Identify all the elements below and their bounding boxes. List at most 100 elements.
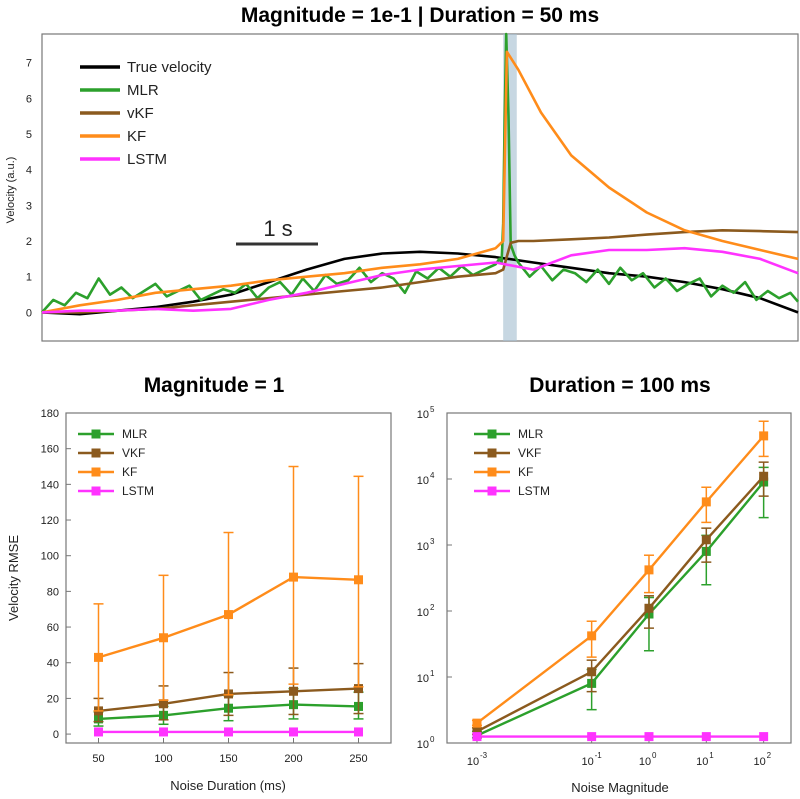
legend-label-vkf: VKF	[518, 446, 541, 460]
x-tick-label: 10	[467, 756, 479, 768]
data-marker-vkf	[759, 471, 769, 481]
y-tick-label-7: 7	[26, 58, 32, 70]
y-tick-label-3: 3	[26, 200, 32, 212]
data-marker-kf	[644, 565, 654, 575]
x-tick-label-200: 200	[284, 753, 302, 765]
top-series-lines	[41, 32, 799, 316]
y-tick-label: 10	[417, 739, 429, 751]
y-tick-label: 10	[417, 541, 429, 553]
y-tick-label: 10	[417, 673, 429, 685]
x-tick-label: 10	[582, 756, 594, 768]
legend-marker-vkf	[487, 448, 497, 458]
data-marker-lstm	[94, 727, 103, 737]
y-tick-label: 10	[417, 409, 429, 421]
x-tick-exponent: 0	[652, 751, 657, 760]
y-tick-label-180: 180	[41, 408, 59, 420]
y-tick-label-20: 20	[47, 693, 59, 705]
legend-label-vkf: VKF	[122, 446, 145, 460]
bottom-right-chart-title: Duration = 100 ms	[529, 374, 710, 397]
bottom-left-legend: MLR VKF KF LSTM	[78, 427, 154, 498]
legend-label-vkf: vKF	[127, 105, 154, 122]
top-plot-frame	[41, 33, 799, 342]
bottom-right-series	[471, 420, 769, 742]
x-tick-label: 10	[639, 756, 651, 768]
y-tick-label-0: 0	[26, 307, 32, 319]
data-marker-kf	[701, 497, 711, 507]
y-tick-label-5: 5	[26, 129, 32, 141]
bottom-right-legend: MLR VKF KF LSTM	[474, 427, 550, 498]
y-tick-label-100: 100	[41, 551, 59, 563]
y-tick-label: 10	[417, 475, 429, 487]
x-tick-label-50: 50	[92, 753, 104, 765]
legend-marker-kf	[487, 467, 497, 477]
data-marker-vkf	[701, 535, 711, 545]
legend-marker-mlr	[91, 429, 101, 439]
data-marker-kf	[472, 718, 482, 728]
y-tick-exponent: 0	[430, 735, 435, 744]
data-marker-lstm	[159, 727, 168, 737]
y-tick-label-1: 1	[26, 272, 32, 284]
x-tick-label: 10	[696, 756, 708, 768]
series-line-vkf	[42, 229, 799, 314]
top-y-axis-label: Velocity (a.u.)	[5, 157, 17, 224]
data-marker-kf	[224, 610, 233, 620]
series-line-lstm	[41, 246, 799, 314]
data-marker-lstm	[644, 732, 654, 742]
legend-marker-vkf	[91, 448, 101, 458]
legend-label-kf: KF	[127, 128, 146, 145]
y-tick-label-60: 60	[47, 622, 59, 634]
y-tick-exponent: 4	[430, 471, 435, 480]
data-marker-lstm	[224, 727, 233, 737]
data-marker-lstm	[701, 732, 711, 742]
data-marker-lstm	[472, 732, 482, 742]
legend-label-lstm: LSTM	[122, 484, 154, 498]
legend-label-lstm: LSTM	[127, 151, 167, 168]
legend-label-kf: KF	[122, 465, 137, 479]
data-marker-lstm	[759, 732, 769, 742]
legend-label-true-velocity: True velocity	[127, 59, 212, 76]
data-marker-kf	[587, 631, 597, 641]
legend-label-kf: KF	[518, 465, 533, 479]
legend-marker-lstm	[91, 486, 101, 496]
data-marker-kf	[354, 575, 363, 585]
y-tick-exponent: 3	[430, 537, 435, 546]
data-marker-kf	[159, 633, 168, 643]
legend-label-lstm: LSTM	[518, 484, 550, 498]
y-tick-exponent: 1	[430, 669, 435, 678]
y-tick-label-4: 4	[26, 165, 32, 177]
data-marker-vkf	[587, 667, 597, 677]
data-marker-vkf	[354, 684, 363, 694]
legend-marker-lstm	[487, 486, 497, 496]
data-marker-vkf	[472, 726, 482, 736]
y-tick-label-160: 160	[41, 444, 59, 456]
top-chart-title: Magnitude = 1e-1 | Duration = 50 ms	[241, 4, 599, 27]
series-line-kf	[41, 50, 799, 314]
y-tick-label-80: 80	[47, 586, 59, 598]
y-tick-label: 10	[417, 607, 429, 619]
bottom-left-y-axis-label: Velocity RMSE	[6, 535, 21, 621]
y-tick-label-2: 2	[26, 236, 32, 248]
series-line-mlr	[476, 481, 765, 737]
legend-marker-kf	[91, 467, 101, 477]
data-marker-kf	[94, 652, 103, 662]
data-marker-lstm	[289, 727, 298, 737]
data-marker-lstm	[587, 732, 597, 742]
data-marker-vkf	[644, 603, 654, 613]
x-tick-exponent: -3	[480, 751, 488, 760]
x-tick-exponent: -1	[595, 751, 603, 760]
y-tick-label-6: 6	[26, 93, 32, 105]
legend-marker-mlr	[487, 429, 497, 439]
data-marker-vkf	[159, 699, 168, 709]
y-tick-label-120: 120	[41, 515, 59, 527]
bottom-left-series	[93, 465, 364, 737]
legend-label-mlr: MLR	[127, 82, 159, 99]
series-line-true-velocity	[41, 250, 799, 316]
x-tick-exponent: 2	[767, 751, 772, 760]
y-tick-label-0: 0	[53, 729, 59, 741]
y-tick-label-40: 40	[47, 658, 59, 670]
x-tick-label-150: 150	[219, 753, 237, 765]
data-marker-lstm	[354, 727, 363, 737]
legend-label-mlr: MLR	[518, 427, 544, 441]
